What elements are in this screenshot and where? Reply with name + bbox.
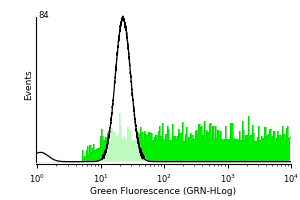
X-axis label: Green Fluorescence (GRN-HLog): Green Fluorescence (GRN-HLog) [90, 187, 237, 196]
Text: 84: 84 [38, 11, 49, 20]
Y-axis label: Events: Events [24, 70, 33, 100]
